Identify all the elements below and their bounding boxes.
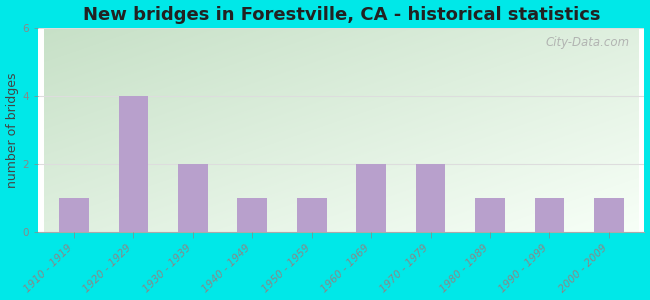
Bar bbox=[416, 164, 445, 232]
Bar bbox=[356, 164, 386, 232]
Bar bbox=[297, 198, 326, 232]
Bar bbox=[534, 198, 564, 232]
Bar bbox=[59, 198, 89, 232]
Title: New bridges in Forestville, CA - historical statistics: New bridges in Forestville, CA - histori… bbox=[83, 6, 600, 24]
Bar bbox=[475, 198, 505, 232]
Bar bbox=[237, 198, 267, 232]
Text: City-Data.com: City-Data.com bbox=[545, 36, 629, 49]
Y-axis label: number of bridges: number of bridges bbox=[6, 72, 19, 188]
Bar bbox=[178, 164, 208, 232]
Bar bbox=[118, 96, 148, 232]
Bar bbox=[594, 198, 623, 232]
